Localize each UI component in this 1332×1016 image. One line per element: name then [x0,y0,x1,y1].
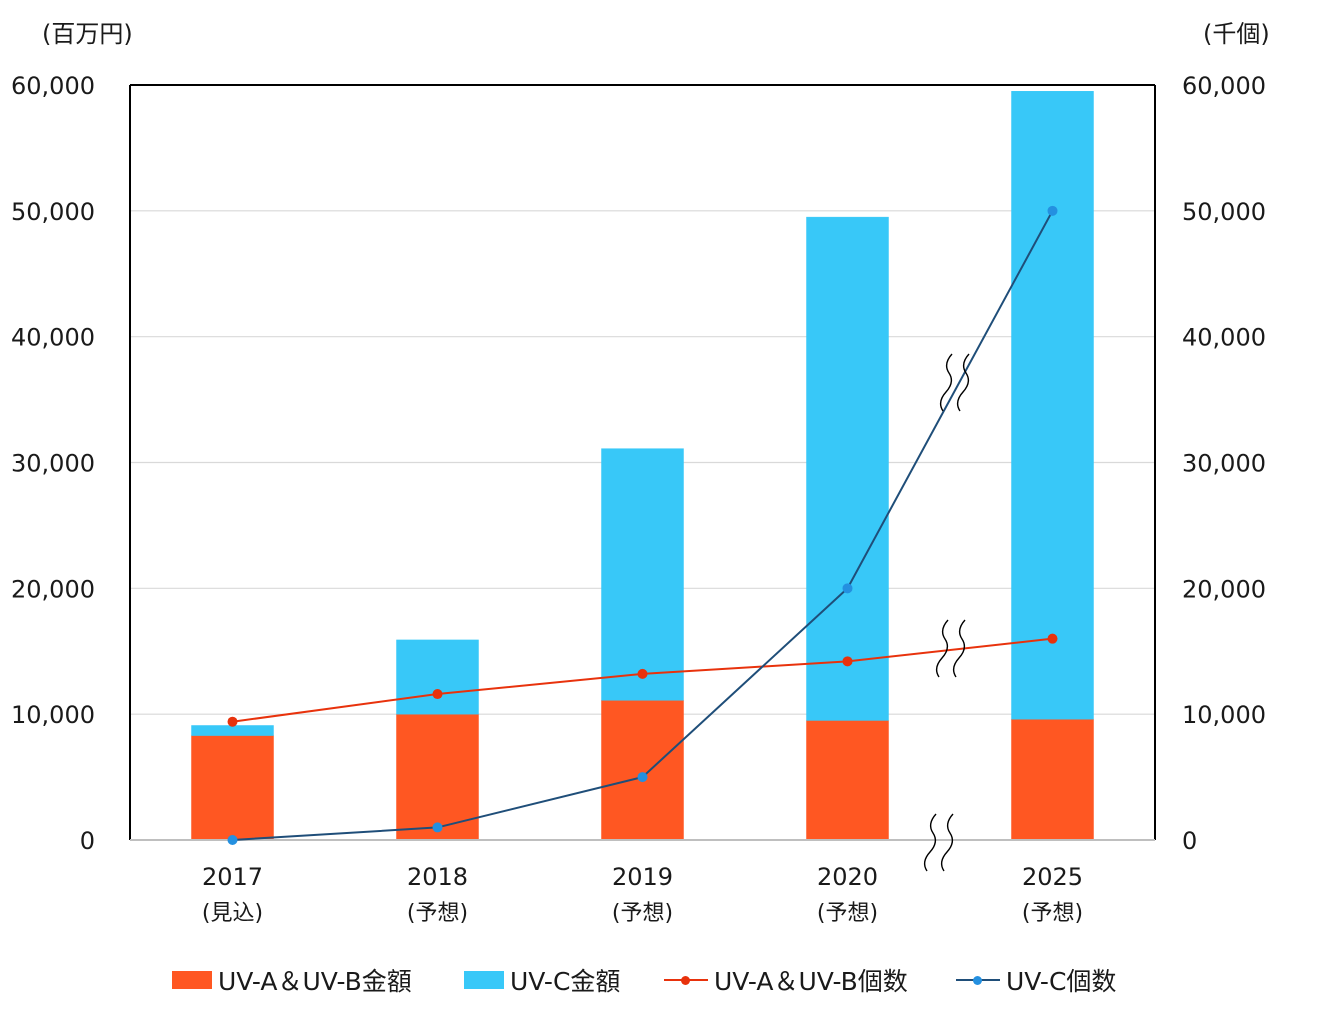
axis-break-mark [923,813,937,872]
y-right-tick-label: 40,000 [1182,324,1266,352]
line-point [842,656,853,667]
legend-label-uvab-amount: UV-A＆UV-B金額 [218,967,412,996]
legend-label-uvc-amount: UV-C金額 [510,967,621,996]
bar [191,735,274,841]
bar [396,713,479,841]
legend-label-uvab-count: UV-A＆UV-B個数 [714,967,908,996]
legend-swatch-uvab-count [664,971,708,989]
line-point [432,822,443,833]
y-left-tick-label: 50,000 [11,198,95,226]
x-tick-sublabel: (予想) [407,901,468,926]
x-tick-label: 2019 [612,863,673,891]
left-axis-unit: (百万円) [42,20,133,48]
legend-item-uvc-count: UV-C個数 [956,960,1116,1000]
bar [806,720,889,841]
line-point [227,716,238,727]
bar [601,700,684,841]
axis-break-mark [935,619,949,678]
y-left-tick-label: 20,000 [11,575,95,603]
y-left-tick-label: 0 [80,827,95,855]
bar [191,725,274,736]
line-point [1047,205,1058,216]
y-right-tick-label: 30,000 [1182,450,1266,478]
y-left-tick-label: 40,000 [11,324,95,352]
x-tick-label: 2018 [407,863,468,891]
axis-break-mark [940,813,954,872]
y-right-tick-label: 50,000 [1182,198,1266,226]
axis-break-mark [956,353,970,412]
right-axis-unit: (千個) [1203,20,1270,48]
axis-break-mark [952,619,966,678]
line-point [637,668,648,679]
bar [396,639,479,715]
bar [601,448,684,701]
combo-chart: 0 10,000 20,000 30,000 40,000 50,000 60,000 0 10… [11,72,1266,926]
line-point [432,689,443,700]
legend-item-uvab-amount: UV-A＆UV-B金額 [172,960,412,1000]
line-point [842,583,853,594]
legend-swatch-uvab-amount [172,971,212,989]
line-point [1047,633,1058,644]
y-left-tick-label: 30,000 [11,450,95,478]
legend-swatch-uvc-amount [464,971,504,989]
x-tick-label: 2025 [1022,863,1083,891]
legend-swatch-uvc-count [956,971,1000,989]
line-point [227,835,238,845]
legend-item-uvc-amount: UV-C金額 [464,960,620,1000]
y-right-tick-label: 20,000 [1182,575,1266,603]
bar [1011,718,1094,841]
y-left-tick-label: 10,000 [11,701,95,729]
y-right-tick-label: 10,000 [1182,701,1266,729]
bar [806,216,889,721]
y-right-tick-label: 60,000 [1182,72,1266,100]
legend-label-uvc-count: UV-C個数 [1006,967,1117,996]
x-tick-label: 2020 [817,863,878,891]
legend: UV-A＆UV-B金額 UV-C金額 UV-A＆UV-B個数 UV-C個数 [0,960,1332,1000]
y-right-tick-label: 0 [1182,827,1197,855]
x-tick-sublabel: (予想) [1022,901,1083,926]
x-tick-sublabel: (予想) [817,901,878,926]
bar [1011,91,1094,720]
x-tick-sublabel: (見込) [202,901,263,926]
legend-item-uvab-count: UV-A＆UV-B個数 [664,960,908,1000]
axis-break-mark [939,353,953,412]
y-left-tick-label: 60,000 [11,72,95,100]
x-tick-label: 2017 [202,863,263,891]
x-tick-sublabel: (予想) [612,901,673,926]
line-point [637,772,648,783]
